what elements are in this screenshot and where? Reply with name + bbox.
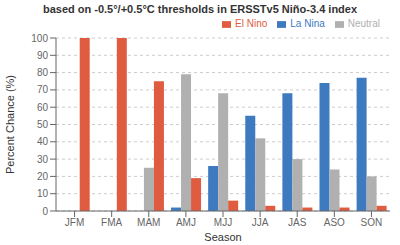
svg-text:10: 10	[37, 188, 49, 199]
svg-text:JFM: JFM	[65, 217, 84, 228]
svg-text:40: 40	[37, 136, 49, 147]
svg-text:30: 30	[37, 154, 49, 165]
svg-text:Percent Chance (%): Percent Chance (%)	[8, 75, 16, 174]
html-text:Neutral: Neutral	[347, 18, 380, 29]
svg-text:60: 60	[37, 102, 49, 113]
svg-text:20: 20	[37, 171, 49, 182]
svg-text:MJJ: MJJ	[214, 217, 232, 228]
html-text:based on -0.5°/+0.5°C threshol: based on -0.5°/+0.5°C thresholds in ERSS…	[42, 3, 358, 15]
svg-text:0: 0	[42, 206, 48, 217]
svg-text:80: 80	[37, 67, 49, 78]
svg-text:90: 90	[37, 50, 49, 61]
svg-text:FMA: FMA	[101, 217, 122, 228]
svg-text:JJA: JJA	[252, 217, 269, 228]
svg-text:50: 50	[37, 119, 49, 130]
svg-text:100: 100	[31, 33, 48, 44]
svg-text:70: 70	[37, 84, 49, 95]
html-text:El Nino: El Nino	[235, 18, 268, 29]
svg-text:ASO: ASO	[324, 217, 345, 228]
svg-text:AMJ: AMJ	[176, 217, 196, 228]
svg-text:JAS: JAS	[288, 217, 307, 228]
html-text:La Nina: La Nina	[290, 18, 325, 29]
svg-text:SON: SON	[361, 217, 383, 228]
svg-text:MAM: MAM	[137, 217, 160, 228]
svg-text:Season: Season	[204, 231, 241, 243]
